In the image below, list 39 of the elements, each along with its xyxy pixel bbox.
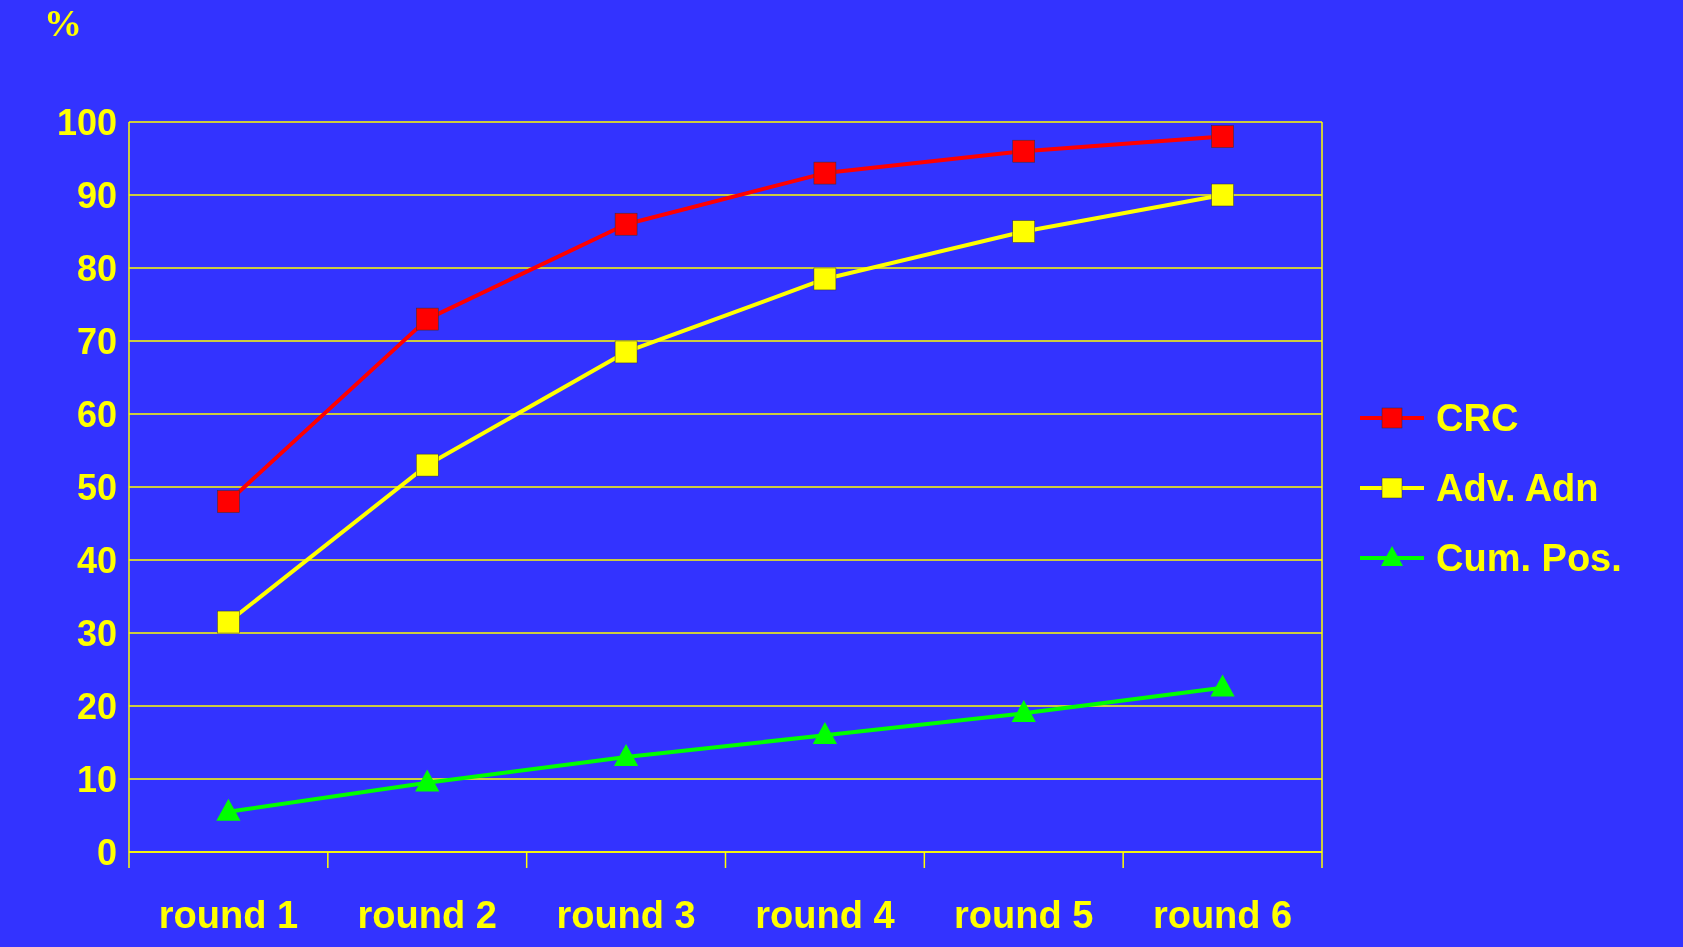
y-tick-label: 90 [76,174,117,216]
point [813,161,837,185]
y-tick-label: 50 [76,466,117,508]
point [813,267,837,291]
y-tick-label: 80 [76,247,117,289]
y-tick-label: 20 [76,685,117,727]
x-tick-label: round 3 [556,894,696,936]
y-tick-label: 30 [76,612,117,654]
point [812,722,838,744]
point [415,769,440,792]
point [216,798,241,821]
y-tick-label: 40 [76,539,117,581]
point [1011,700,1036,723]
y-tick-label: 100 [56,101,117,143]
y-axis-title: % [44,2,82,44]
x-tick-label: round 5 [954,894,1094,936]
x-tick-label: round 4 [755,894,895,936]
point [1210,674,1235,697]
point [1211,183,1234,207]
point [416,453,439,477]
legend-label: Adv. Adn [1436,467,1599,510]
point [217,610,240,634]
y-tick-label: 0 [96,831,117,873]
point [1012,139,1035,163]
legend-label: CRC [1436,397,1519,440]
legend-label: Cum. Pos. [1436,537,1622,580]
point [217,490,240,513]
point [614,340,638,364]
x-tick-label: round 1 [158,894,299,936]
point [614,212,638,236]
y-tick-label: 70 [76,320,117,362]
y-tick-label: 60 [76,393,117,435]
x-tick-label: round 2 [357,894,497,936]
point [613,743,639,766]
point [1012,220,1035,243]
point [1211,125,1234,148]
x-tick-label: round 6 [1152,894,1293,936]
y-tick-label: 10 [76,758,117,800]
point [416,307,439,331]
